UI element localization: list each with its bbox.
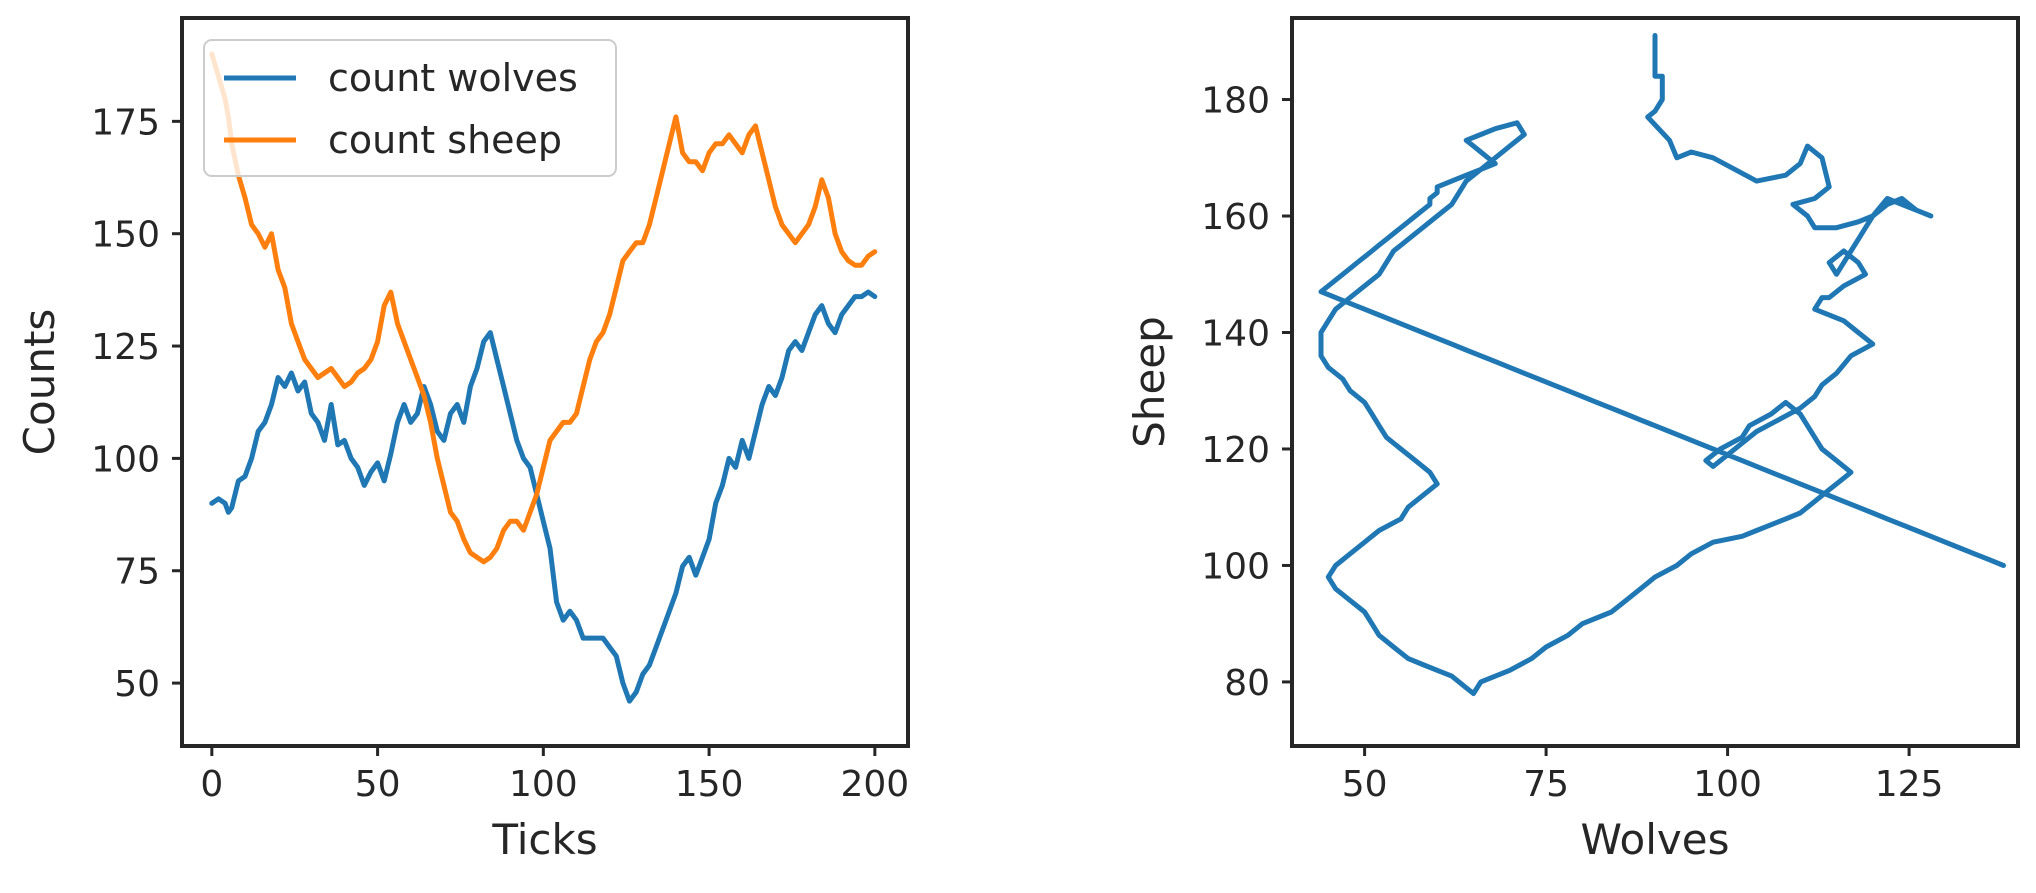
y-tick-label: 125 — [91, 327, 160, 368]
x-tick-label: 75 — [1523, 764, 1569, 805]
x-axis-label: Wolves — [1580, 815, 1729, 864]
series-line-count-wolves — [209, 289, 878, 704]
x-tick-label: 100 — [1693, 764, 1762, 805]
y-tick-label: 75 — [114, 552, 160, 593]
plot-frame — [1290, 16, 2020, 748]
series-line-1 — [1318, 33, 2006, 697]
chart-1: 0 50 100 150 200 50 75 100 125 150 175 Ticks Counts c… — [15, 16, 910, 864]
x-tick-label: 50 — [355, 764, 401, 805]
y-tick-label: 100 — [1201, 546, 1270, 587]
y-tick-label: 80 — [1224, 663, 1270, 704]
legend-label: count wolves — [328, 56, 578, 100]
y-tick-label: 100 — [91, 439, 160, 480]
x-tick-label: 150 — [675, 764, 744, 805]
y-axis-label: Sheep — [1125, 316, 1174, 448]
legend-box — [203, 39, 617, 177]
x-tick-label: 50 — [1342, 764, 1388, 805]
x-tick-label: 0 — [200, 764, 223, 805]
y-tick-label: 175 — [91, 102, 160, 143]
y-tick-label: 180 — [1201, 81, 1270, 122]
series-line-count-sheep — [209, 51, 878, 565]
y-tick-label: 150 — [91, 215, 160, 256]
legend-label: count sheep — [328, 118, 562, 162]
chart-2: 50 75 100 125 80 100 120 140 160 180 Wolves Sheep — [1125, 16, 2020, 864]
x-tick-label: 100 — [509, 764, 578, 805]
y-tick-label: 120 — [1201, 430, 1270, 471]
y-axis-label: Counts — [15, 309, 64, 456]
y-tick-label: 140 — [1201, 313, 1270, 354]
x-tick-label: 125 — [1875, 764, 1944, 805]
legend: count wolves count sheep — [203, 39, 617, 177]
x-axis-label: Ticks — [491, 815, 597, 864]
x-tick-label: 200 — [840, 764, 909, 805]
y-tick-label: 160 — [1201, 197, 1270, 238]
plot-frame — [180, 16, 910, 748]
y-tick-label: 50 — [114, 664, 160, 705]
